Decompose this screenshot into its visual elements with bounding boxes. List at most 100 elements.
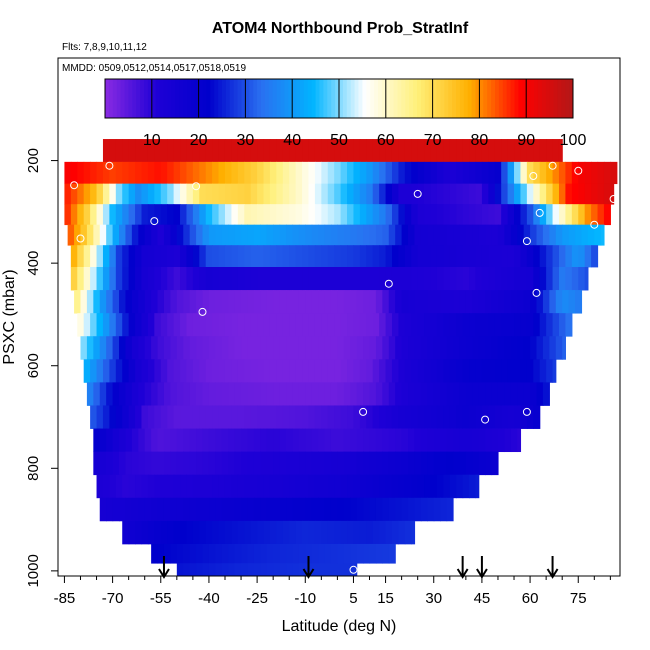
field-cell: [385, 204, 393, 226]
field-cell: [424, 139, 432, 163]
field-cell: [334, 183, 342, 205]
field-cell: [449, 161, 457, 185]
field-cell: [241, 563, 249, 577]
field-cell: [510, 428, 518, 453]
field-cell: [488, 161, 496, 185]
field-cell: [491, 290, 499, 314]
field-cell: [443, 161, 451, 185]
field-cell: [231, 359, 239, 383]
field-cell: [369, 428, 377, 453]
field-cell: [507, 313, 515, 337]
field-cell: [395, 336, 403, 360]
field-cell: [334, 405, 342, 429]
field-cell: [318, 497, 326, 522]
colorbar-slice: [354, 79, 359, 118]
field-cell: [324, 497, 332, 522]
field-cell: [289, 139, 297, 163]
field-cell: [481, 405, 489, 429]
field-cell: [273, 428, 281, 453]
field-cell: [269, 267, 277, 291]
field-cell: [90, 183, 98, 205]
field-cell: [289, 405, 297, 429]
flight-arrow: [302, 556, 315, 579]
field-cell: [173, 161, 181, 185]
field-cell: [430, 245, 438, 268]
field-cell: [228, 428, 236, 453]
field-cell: [154, 204, 162, 226]
field-cell: [196, 336, 204, 360]
field-cell: [520, 313, 528, 337]
field-cell: [311, 382, 319, 406]
field-cell: [514, 405, 522, 429]
field-cell: [343, 428, 351, 453]
field-cell: [234, 224, 242, 246]
sample-point: [535, 208, 544, 217]
field-cell: [102, 359, 110, 383]
field-cell: [74, 290, 82, 314]
field-cell: [90, 313, 98, 337]
field-cell: [282, 405, 290, 429]
field-cell: [253, 336, 261, 360]
field-cell: [208, 563, 216, 577]
field-cell: [465, 428, 473, 453]
field-cell: [356, 382, 364, 406]
field-row: [99, 497, 454, 522]
field-cell: [558, 204, 566, 226]
field-cell: [456, 183, 464, 205]
colorbar-slice: [132, 79, 137, 118]
field-cell: [520, 161, 528, 185]
field-cell: [356, 336, 364, 360]
field-cell: [436, 139, 444, 163]
field-cell: [379, 313, 387, 337]
field-cell: [343, 290, 351, 314]
field-cell: [514, 359, 522, 383]
field-cell: [282, 267, 290, 291]
field-cell: [507, 405, 515, 429]
field-cell: [115, 161, 123, 185]
field-cell: [205, 520, 213, 545]
field-cell: [546, 139, 554, 163]
field-cell: [327, 139, 335, 163]
field-cell: [314, 474, 322, 499]
field-cell: [295, 520, 303, 545]
field-cell: [151, 336, 159, 360]
field-cell: [504, 290, 512, 314]
field-cell: [424, 183, 432, 205]
field-cell: [363, 497, 371, 522]
field-cell: [160, 267, 168, 291]
x-tick-label: -40: [198, 590, 220, 607]
field-cell: [382, 224, 390, 246]
field-cell: [160, 204, 168, 226]
field-cell: [411, 267, 419, 291]
sample-point: [522, 237, 531, 246]
colorbar-slice: [350, 79, 356, 118]
field-cell: [372, 405, 380, 429]
x-tick-label: 45: [474, 590, 491, 607]
field-cell: [549, 290, 557, 314]
field-cell: [584, 183, 592, 205]
field-cell: [347, 204, 355, 226]
field-cell: [584, 267, 589, 291]
field-cell: [196, 382, 204, 406]
colorbar-slice: [292, 79, 297, 118]
colorbar-slice: [186, 79, 192, 118]
field-cell: [507, 204, 515, 226]
field-cell: [266, 451, 274, 476]
colorbar-slice: [307, 79, 313, 118]
field-cell: [170, 382, 178, 406]
field-cell: [337, 451, 345, 476]
field-cell: [350, 497, 358, 522]
field-cell: [356, 497, 364, 522]
field-cell: [401, 382, 409, 406]
field-cell: [241, 451, 249, 476]
colorbar-slice: [331, 79, 336, 118]
field-cell: [446, 224, 454, 246]
field-cell: [353, 267, 361, 291]
field-cell: [276, 520, 284, 545]
field-cell: [122, 139, 130, 163]
field-cell: [96, 267, 104, 291]
field-cell: [250, 520, 258, 545]
colorbar-slice: [475, 79, 480, 118]
field-cell: [180, 474, 188, 499]
field-cell: [404, 245, 412, 268]
